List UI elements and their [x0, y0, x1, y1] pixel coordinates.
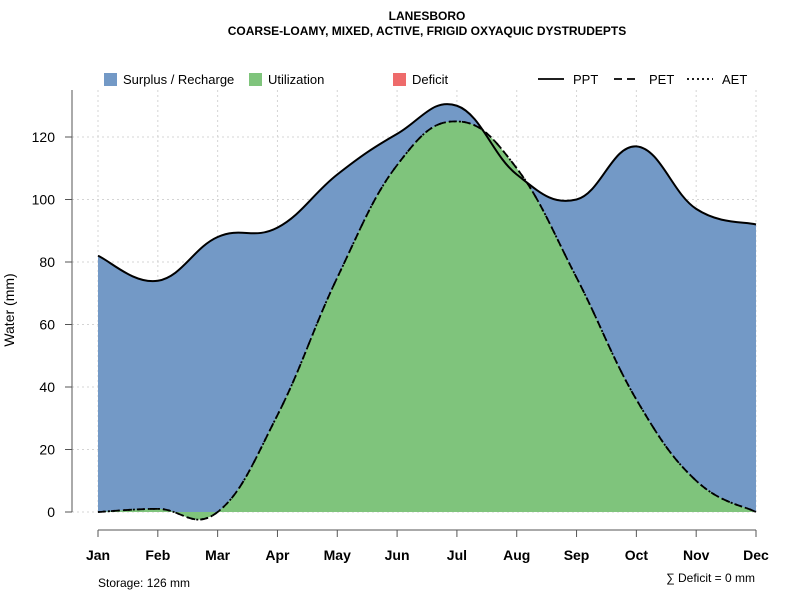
x-tick-label: Jul	[447, 547, 467, 563]
y-tick-label: 80	[39, 254, 55, 270]
chart-title: LANESBORO	[389, 9, 466, 23]
x-tick-label: Jun	[385, 547, 410, 563]
x-tick-label: Dec	[743, 547, 769, 563]
y-tick-label: 100	[32, 192, 56, 208]
y-tick-label: 0	[47, 504, 55, 520]
legend-label: Surplus / Recharge	[123, 72, 234, 87]
areas	[98, 104, 756, 520]
legend-swatch-2	[249, 73, 262, 86]
x-tick-label: Oct	[625, 547, 649, 563]
legend-label: PET	[649, 72, 674, 87]
legend-label: AET	[722, 72, 747, 87]
y-tick-label: 20	[39, 442, 55, 458]
storage-note: Storage: 126 mm	[98, 576, 190, 590]
legend-swatch-1	[104, 73, 117, 86]
x-tick-label: May	[324, 547, 351, 563]
y-tick-label: 120	[32, 129, 56, 145]
x-tick-label: Aug	[503, 547, 530, 563]
x-tick-label: Feb	[145, 547, 170, 563]
utilization-area	[98, 121, 756, 520]
series-line-ppt	[97, 103, 757, 283]
series-line-pet	[97, 120, 757, 521]
x-tick-label: Nov	[683, 547, 710, 563]
x-tick-label: Jan	[86, 547, 110, 563]
legend-label: Deficit	[412, 72, 449, 87]
axes: 0 20 40 60 80 100 120 Jan Feb Mar Apr May Jun Jul Aug S…	[32, 90, 769, 563]
deficit-note: ∑ Deficit = 0 mm	[666, 571, 755, 585]
legend-swatch-3	[393, 73, 406, 86]
x-tick-label: Mar	[205, 547, 230, 563]
legend-label: Utilization	[268, 72, 324, 87]
legend: Surplus / Recharge Utilization Deficit PPT P…	[104, 72, 747, 87]
chart-subtitle: COARSE-LOAMY, MIXED, ACTIVE, FRIGID OXYA…	[228, 24, 626, 38]
series-lines	[97, 103, 757, 521]
y-axis-label: Water (mm)	[1, 273, 17, 346]
y-tick-label: 40	[39, 379, 55, 395]
legend-label: PPT	[573, 72, 598, 87]
x-tick-label: Sep	[564, 547, 590, 563]
y-tick-label: 60	[39, 317, 55, 333]
x-tick-label: Apr	[265, 547, 290, 563]
